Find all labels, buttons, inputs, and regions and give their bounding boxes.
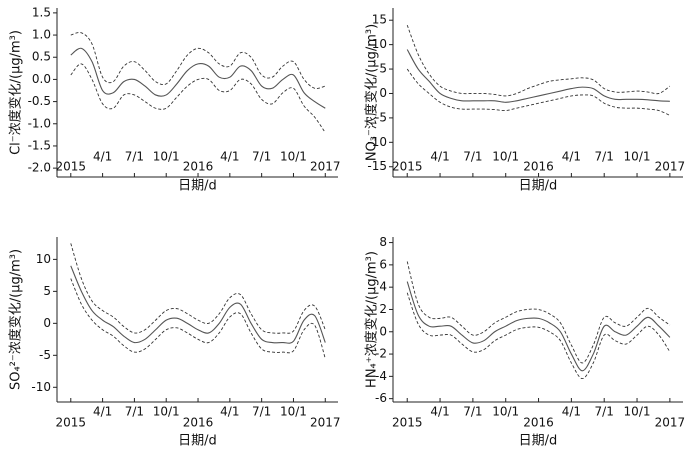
x-axis-label: 日期/d	[519, 434, 558, 449]
y-tick-label: 0	[43, 316, 51, 330]
y-tick-label: -5	[39, 348, 51, 362]
subplot: -2.0 -1.5 -1.0 -0.5 0.0 0.5 1.0 1.5 2015 4/1 7/1 10…	[8, 5, 341, 193]
x-tick-label: 7/1	[125, 150, 144, 164]
confidence-line	[406, 24, 671, 97]
x-tick-label: 10/1	[492, 405, 519, 419]
x-tick-label: 7/1	[252, 150, 271, 164]
y-tick-label: 2	[379, 302, 387, 316]
y-axis-label: SO₄²⁻浓度变化/(μg/m³)	[8, 249, 24, 390]
x-axis-label: 日期/d	[178, 179, 217, 194]
x-tick-label: 4/1	[220, 405, 239, 419]
x-tick-label: 2016	[183, 416, 214, 430]
y-tick-label: 4	[379, 280, 387, 294]
y-tick-label: 15	[372, 13, 387, 27]
y-axis-label: NO₃⁻浓度变化/(μg/m³)	[364, 24, 380, 161]
y-tick-label: -4	[375, 369, 387, 383]
x-tick-label: 2017	[655, 160, 686, 174]
y-tick-label: -15	[367, 159, 387, 173]
y-axis-label: HN₄⁺浓度变化/(μg/m³)	[364, 251, 380, 388]
y-tick-label: 5	[43, 284, 51, 298]
y-tick-label: 0.0	[32, 72, 51, 86]
trend-line	[406, 49, 670, 103]
confidence-line	[70, 278, 326, 359]
x-tick-label: 2017	[655, 416, 686, 430]
x-tick-label: 4/1	[220, 150, 239, 164]
confidence-line	[70, 243, 326, 334]
x-tick-label: 2015	[392, 416, 423, 430]
y-tick-label: 6	[379, 257, 387, 271]
x-tick-label: 10/1	[280, 150, 307, 164]
x-tick-label: 2015	[392, 160, 423, 174]
y-tick-label: 0	[379, 86, 387, 100]
x-tick-label: 7/1	[463, 150, 482, 164]
x-tick-label: 4/1	[562, 150, 581, 164]
x-tick-label: 7/1	[463, 405, 482, 419]
trend-line	[406, 281, 671, 372]
x-tick-label: 4/1	[93, 405, 112, 419]
y-tick-label: -5	[375, 110, 387, 124]
x-axis-label: 日期/d	[178, 434, 217, 449]
y-tick-label: 1.0	[32, 28, 51, 42]
x-tick-label: 2015	[56, 160, 87, 174]
x-tick-label: 10/1	[624, 150, 651, 164]
y-axis-label: Cl⁻浓度变化/(μg/m³)	[8, 30, 24, 155]
y-tick-label: -2.0	[28, 161, 51, 175]
y-tick-label: -1.5	[28, 138, 51, 152]
y-tick-label: -10	[367, 135, 387, 149]
y-tick-label: 10	[372, 37, 387, 51]
x-tick-label: 10/1	[624, 405, 651, 419]
confidence-line	[406, 68, 671, 116]
confidence-line	[406, 261, 671, 364]
x-tick-label: 2015	[56, 416, 87, 430]
x-tick-label: 2017	[310, 160, 341, 174]
x-tick-label: 2016	[523, 160, 554, 174]
y-tick-label: 1.5	[32, 5, 51, 19]
x-tick-label: 2016	[183, 160, 214, 174]
y-tick-label: 8	[379, 235, 387, 249]
y-tick-label: -0.5	[28, 94, 51, 108]
x-tick-label: 7/1	[252, 405, 271, 419]
y-tick-label: -6	[375, 391, 387, 405]
y-tick-label: 10	[36, 252, 51, 266]
x-tick-label: 7/1	[595, 150, 614, 164]
x-tick-label: 4/1	[430, 405, 449, 419]
x-tick-label: 4/1	[562, 405, 581, 419]
x-tick-label: 10/1	[492, 150, 519, 164]
x-tick-label: 4/1	[93, 150, 112, 164]
y-tick-label: 5	[379, 62, 387, 76]
y-tick-label: 0.5	[32, 50, 51, 64]
y-tick-label: 0	[379, 324, 387, 338]
trend-line	[70, 47, 326, 109]
subplot: -15 -10 -5 0 5 10 15 2015 4/1 7/1 10/1 2016 4/1 7/1 10…	[364, 8, 686, 194]
x-axis-label: 日期/d	[519, 179, 558, 194]
x-tick-label: 10/1	[153, 405, 180, 419]
x-tick-label: 10/1	[153, 150, 180, 164]
x-tick-label: 4/1	[430, 150, 449, 164]
y-tick-label: -2	[375, 347, 387, 361]
x-tick-label: 7/1	[125, 405, 144, 419]
y-tick-label: -10	[31, 380, 51, 394]
x-tick-label: 10/1	[280, 405, 307, 419]
subplot: -6 -4 -2 0 2 4 6 8 2015 4/1 7/1 10/1 2016 4/1 7/1 10/1 2…	[364, 235, 686, 448]
confidence-line	[406, 292, 671, 380]
x-tick-label: 7/1	[595, 405, 614, 419]
confidence-line	[70, 63, 326, 133]
x-tick-label: 2016	[523, 416, 554, 430]
x-tick-label: 2017	[310, 416, 341, 430]
confidence-line	[70, 32, 326, 89]
trend-line	[70, 265, 326, 344]
y-tick-label: -1.0	[28, 116, 51, 130]
